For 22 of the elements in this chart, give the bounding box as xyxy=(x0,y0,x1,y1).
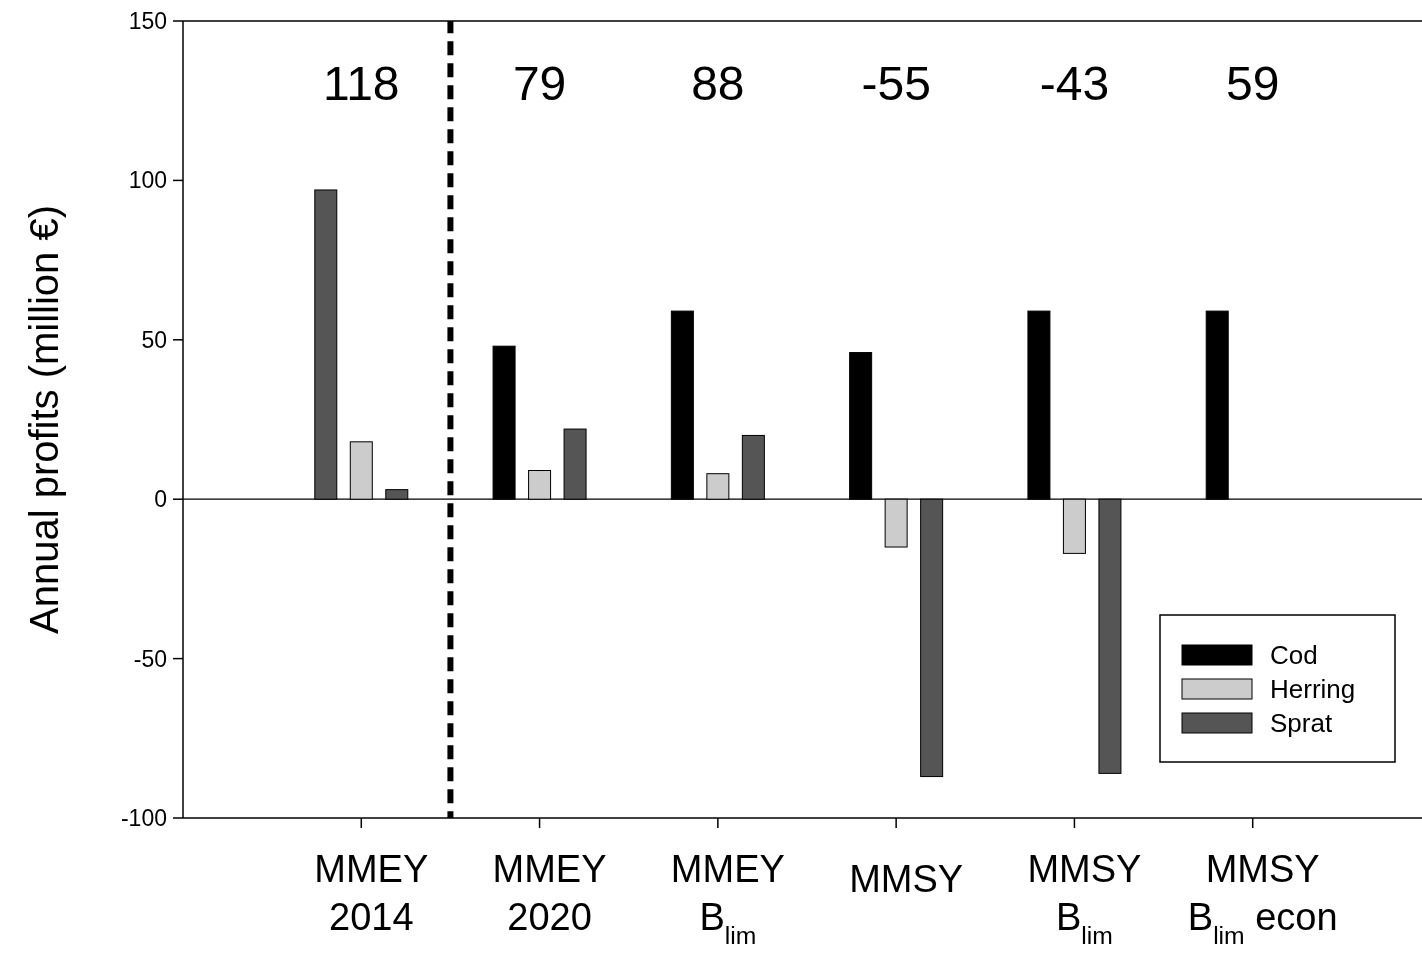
legend-label: Herring xyxy=(1270,674,1356,705)
y-axis-title: Annual profits (million €) xyxy=(22,204,66,635)
x-tick-label: MMSY xyxy=(849,858,964,900)
annotation: 79 xyxy=(512,56,567,110)
y-tick-label: 100 xyxy=(128,167,167,194)
y-tick-label: 0 xyxy=(154,486,167,513)
annotation: 88 xyxy=(691,56,745,110)
x-tick-label: MMEY 2014 xyxy=(314,848,429,938)
y-tick-label: -50 xyxy=(133,645,167,672)
y-tick-label: -100 xyxy=(120,805,167,832)
x-tick-label: MMEY 2020 xyxy=(492,848,607,938)
annotation: -43 xyxy=(1039,56,1110,110)
annotation: 118 xyxy=(323,56,400,110)
y-tick-label: 150 xyxy=(128,8,167,35)
x-tick-label: MMSY B$_{lim}$ xyxy=(1027,848,1142,949)
x-tick-label: MMSY B$_{lim}$ econ xyxy=(1187,848,1338,949)
legend-label: Sprat xyxy=(1270,708,1333,739)
y-tick-label: 50 xyxy=(141,326,167,353)
annotation: 59 xyxy=(1226,56,1280,110)
legend-label: Cod xyxy=(1270,640,1318,671)
x-tick-label: MMEY B$_{lim}$ xyxy=(670,848,785,949)
annotation: -55 xyxy=(861,56,931,110)
